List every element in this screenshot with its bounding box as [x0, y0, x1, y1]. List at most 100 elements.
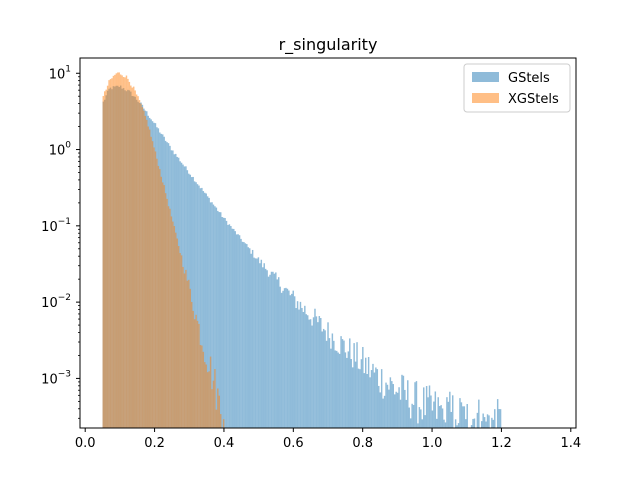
histogram-bar: [370, 370, 373, 428]
histogram-bar: [450, 411, 452, 428]
histogram-bar: [338, 353, 341, 428]
histogram-bar: [215, 409, 218, 428]
histogram-bar: [191, 301, 193, 428]
histogram-bar: [496, 399, 499, 428]
histogram-bar: [195, 314, 197, 428]
histogram-bar: [470, 425, 473, 428]
histogram-bar: [220, 414, 222, 428]
histogram-bar: [373, 372, 376, 428]
histogram-bar: [227, 224, 229, 428]
histogram-bar: [143, 110, 145, 429]
histogram-bar: [206, 372, 209, 428]
histogram-bar: [201, 345, 203, 428]
histogram-bar: [124, 77, 126, 429]
y-tick-base: 10: [41, 372, 58, 387]
histogram-bar: [302, 311, 305, 428]
histogram-bar: [125, 75, 128, 428]
histogram-bar: [159, 169, 161, 428]
histogram-bar: [131, 87, 133, 428]
histogram-bar: [130, 85, 132, 429]
histogram-bar: [473, 418, 476, 428]
histogram-bar: [444, 422, 447, 428]
histogram-bar: [189, 288, 191, 428]
histogram-bar: [206, 196, 209, 428]
y-tick-label: 101: [49, 64, 71, 82]
histogram-bar: [328, 338, 331, 428]
histogram-bar: [411, 403, 413, 428]
histogram-bar: [217, 210, 219, 428]
histogram-bar: [199, 344, 202, 428]
histogram-bar: [459, 398, 461, 428]
histogram-bar: [140, 103, 142, 429]
histogram-bar: [425, 386, 428, 428]
histogram-bar: [289, 295, 292, 428]
histogram-bar: [460, 402, 463, 428]
histogram-bar: [135, 94, 138, 428]
histogram-bar: [234, 231, 236, 428]
histogram-bar: [392, 384, 394, 428]
histogram-bar: [312, 317, 315, 428]
histogram-bar: [111, 78, 113, 429]
plot-frame: [79, 57, 577, 429]
histogram-bar: [431, 410, 434, 428]
histogram-bar: [266, 270, 268, 428]
histogram-bar: [211, 202, 213, 428]
histogram-bar: [389, 377, 392, 428]
legend-swatch: [472, 93, 499, 103]
histogram-bar: [267, 276, 270, 428]
histogram-bar: [209, 202, 212, 428]
histogram-bar: [272, 271, 274, 428]
histogram-bar: [308, 319, 310, 428]
histogram-bar: [485, 421, 487, 428]
legend-label: XGStels: [508, 92, 559, 107]
histogram-bar: [337, 352, 339, 428]
histogram-bar: [208, 371, 210, 428]
histogram-bar: [430, 395, 432, 428]
histogram-bar: [202, 351, 205, 428]
histogram-bar: [243, 242, 245, 428]
histogram-bar: [385, 382, 387, 428]
histogram-bar: [175, 232, 177, 428]
histogram-bar: [498, 409, 500, 428]
histogram-bar: [285, 287, 287, 428]
histogram-bar: [362, 346, 364, 428]
histogram-bar: [395, 391, 397, 428]
histogram-bar: [449, 391, 451, 428]
histogram-bar: [304, 305, 306, 428]
histogram-bar: [177, 246, 180, 428]
histogram-bar: [298, 309, 300, 428]
histogram-bar: [365, 357, 367, 428]
histogram-bar: [222, 419, 225, 428]
histogram-bar: [409, 418, 412, 428]
histogram-bar: [307, 315, 309, 428]
histogram-bar: [283, 288, 286, 428]
histogram-bar: [218, 395, 220, 428]
legend: GStels XGStels: [463, 63, 571, 113]
histogram-bar: [164, 193, 167, 428]
histogram-bar: [172, 221, 174, 428]
histogram-bar: [212, 204, 215, 428]
histogram-bar: [356, 342, 358, 428]
y-tick-base: 10: [41, 220, 58, 235]
histogram-bar: [148, 129, 151, 429]
histogram-bar: [438, 406, 441, 428]
histogram-bar: [160, 176, 162, 428]
histogram-bar: [291, 293, 293, 428]
histogram-bar: [269, 274, 271, 428]
histogram-bar: [260, 259, 263, 428]
histogram-bar: [104, 91, 106, 429]
histogram-bar: [318, 316, 321, 428]
histogram-bar: [196, 320, 199, 428]
histogram-bar: [273, 273, 276, 428]
histogram-bar: [350, 359, 352, 428]
histogram-bar: [193, 181, 196, 428]
histogram-bar: [230, 226, 232, 428]
histogram-bar: [388, 389, 390, 428]
histogram-bar: [154, 151, 157, 428]
histogram-bar: [462, 406, 464, 428]
histogram-bar: [228, 224, 231, 428]
histogram-bar: [141, 107, 144, 428]
histogram-bar: [205, 193, 207, 428]
